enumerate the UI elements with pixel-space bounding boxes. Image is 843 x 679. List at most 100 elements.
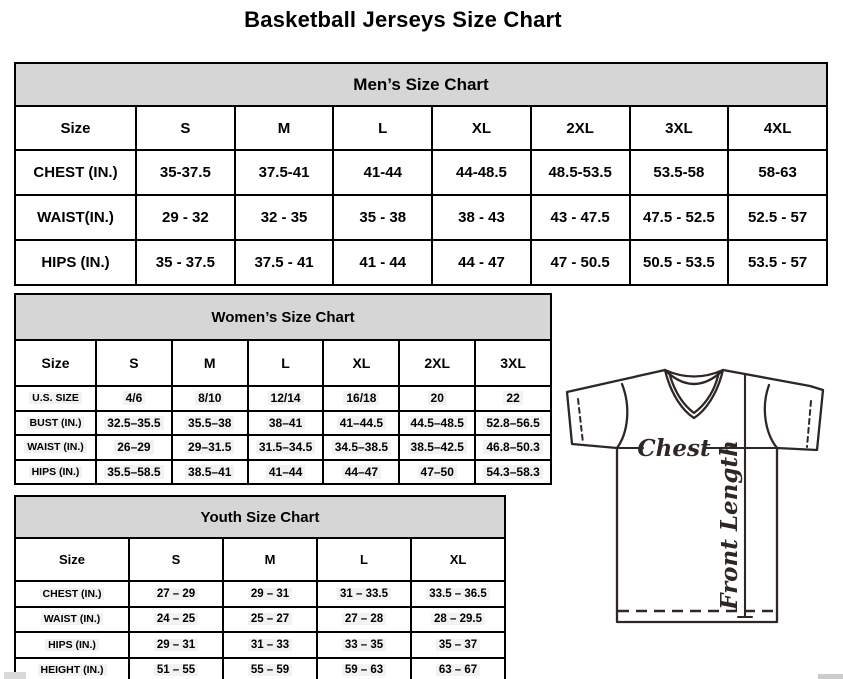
cell-text: 44–47	[341, 464, 382, 479]
cropped-fragment-bottom-left	[4, 672, 26, 679]
cell-text: 33 – 35	[341, 638, 387, 651]
cell: 29 – 31	[222, 580, 318, 608]
cell-text: CHEST (IN.)	[39, 587, 105, 600]
cell-text: 27 – 28	[341, 613, 387, 626]
cell: 44–47	[322, 458, 401, 485]
cell: 20	[398, 385, 477, 412]
right-sleeve-stitch-line	[806, 400, 812, 448]
table-row: WAIST(IN.) 29 - 32 32 - 35 35 - 38 38 - 43 43…	[14, 194, 828, 241]
column-header: 3XL	[628, 105, 730, 151]
cell: 27 – 29	[128, 580, 224, 608]
cell: 35.5–58.5	[95, 458, 173, 485]
cell-text: 34.5–38.5	[331, 440, 392, 455]
mens-size-table: Men’s Size Chart Size S M L XL 2XL 3XL 4XL CHEST …	[14, 62, 828, 286]
cell-text: HIPS (IN.)	[28, 465, 83, 478]
left-sleeve-stitch-line	[577, 398, 584, 444]
column-header: XL	[322, 339, 401, 387]
cell: 33.5 – 36.5	[410, 580, 506, 608]
cell-text: 32.5–35.5	[104, 415, 164, 430]
womens-size-table: Women’s Size Chart Size S M L XL 2XL 3XL U.S. SI…	[14, 293, 552, 485]
cell: 38.5–42.5	[398, 434, 477, 461]
cell: 4/6	[95, 385, 173, 412]
cell-text: 29 – 31	[153, 638, 199, 651]
jersey-left-seam	[615, 382, 629, 450]
column-header: L	[246, 339, 325, 387]
cell-text: 44.5–48.5	[407, 415, 467, 430]
column-header: 2XL	[398, 339, 477, 387]
cell-text: 38.5–41	[185, 464, 235, 479]
cell: 38–41	[246, 409, 325, 436]
cell: 35 - 38	[332, 194, 434, 241]
column-header: 4XL	[727, 105, 828, 151]
cell: 47.5 - 52.5	[628, 194, 730, 241]
table-title: Women’s Size Chart	[14, 293, 552, 341]
cell-text: 8/10	[195, 391, 225, 406]
column-header: Size	[14, 537, 130, 582]
column-header: 2XL	[529, 105, 631, 151]
cell: 44 - 47	[431, 239, 532, 286]
cell-text: 29 – 31	[247, 587, 293, 600]
column-header: XL	[410, 537, 506, 582]
cell: 25 – 27	[222, 605, 318, 633]
cell: 32 - 35	[233, 194, 335, 241]
cell: 38.5–41	[170, 458, 249, 485]
column-header: XL	[431, 105, 532, 151]
cell-text: 16/18	[343, 391, 380, 406]
cell: 41 - 44	[332, 239, 434, 286]
cell-text: 35.5–38	[185, 415, 235, 430]
cell: 37.5-41	[233, 149, 335, 196]
cell: 47–50	[398, 458, 477, 485]
column-header: M	[222, 537, 318, 582]
cell-text: 22	[503, 391, 523, 406]
cell: 43 - 47.5	[529, 194, 631, 241]
cell-text: 26–29	[114, 440, 154, 455]
cell: 35 - 37.5	[135, 239, 236, 286]
table-title: Men’s Size Chart	[14, 62, 828, 107]
cell: 54.3–58.3	[474, 458, 552, 485]
cell: 46.8–50.3	[474, 434, 552, 461]
row-label: HEIGHT (IN.)	[14, 656, 130, 679]
cell: 53.5 - 57	[727, 239, 828, 286]
cell-text: WAIST (IN.)	[40, 613, 104, 626]
cell: 44-48.5	[431, 149, 532, 196]
jersey-right-seam	[763, 383, 779, 450]
row-label: CHEST (IN.)	[14, 580, 130, 608]
row-label: HIPS (IN.)	[14, 631, 130, 659]
table-row: HIPS (IN.) 35 - 37.5 37.5 - 41 41 - 44 44 - …	[14, 239, 828, 286]
cell-text: 27 – 29	[153, 587, 199, 600]
table-title-row: Youth Size Chart	[14, 495, 506, 539]
row-label: BUST (IN.)	[14, 409, 97, 436]
cropped-fragment-bottom-right	[818, 674, 843, 679]
cell: 47 - 50.5	[529, 239, 631, 286]
cell-text: 29–31.5	[185, 440, 235, 455]
cell: 27 – 28	[316, 605, 412, 633]
cell: 34.5–38.5	[322, 434, 401, 461]
column-header: Size	[14, 339, 97, 387]
cell-text: BUST (IN.)	[26, 416, 85, 429]
jersey-measurement-diagram: Chest Front Length	[565, 368, 825, 624]
table-row: WAIST (IN.) 24 – 25 25 – 27 27 – 28 28 – 29.…	[14, 605, 506, 633]
cell: 38 - 43	[431, 194, 532, 241]
chest-label: Chest	[637, 435, 711, 462]
cell: 8/10	[170, 385, 249, 412]
cell-text: 59 – 63	[341, 664, 387, 677]
cell-text: 41–44.5	[336, 415, 387, 430]
cell: 59 – 63	[316, 656, 412, 679]
cell: 12/14	[246, 385, 325, 412]
table-title-row: Men’s Size Chart	[14, 62, 828, 107]
table-row: WAIST (IN.) 26–29 29–31.5 31.5–34.5 34.5–38.…	[14, 434, 552, 461]
cell-text: 38–41	[265, 415, 306, 430]
cell: 33 – 35	[316, 631, 412, 659]
column-header: M	[233, 105, 335, 151]
cell-text: 41–44	[265, 464, 306, 479]
column-header: Size	[14, 105, 137, 151]
cell: 32.5–35.5	[95, 409, 173, 436]
cell: 35 – 37	[410, 631, 506, 659]
cell: 31.5–34.5	[246, 434, 325, 461]
youth-size-table: Youth Size Chart Size S M L XL CHEST (IN.) 27 –…	[14, 495, 506, 679]
cell-text: 33.5 – 36.5	[426, 587, 490, 600]
page-title: Basketball Jerseys Size Chart	[244, 7, 562, 32]
cell-text: 31 – 33.5	[337, 587, 391, 600]
jersey-outline-icon	[565, 368, 825, 624]
